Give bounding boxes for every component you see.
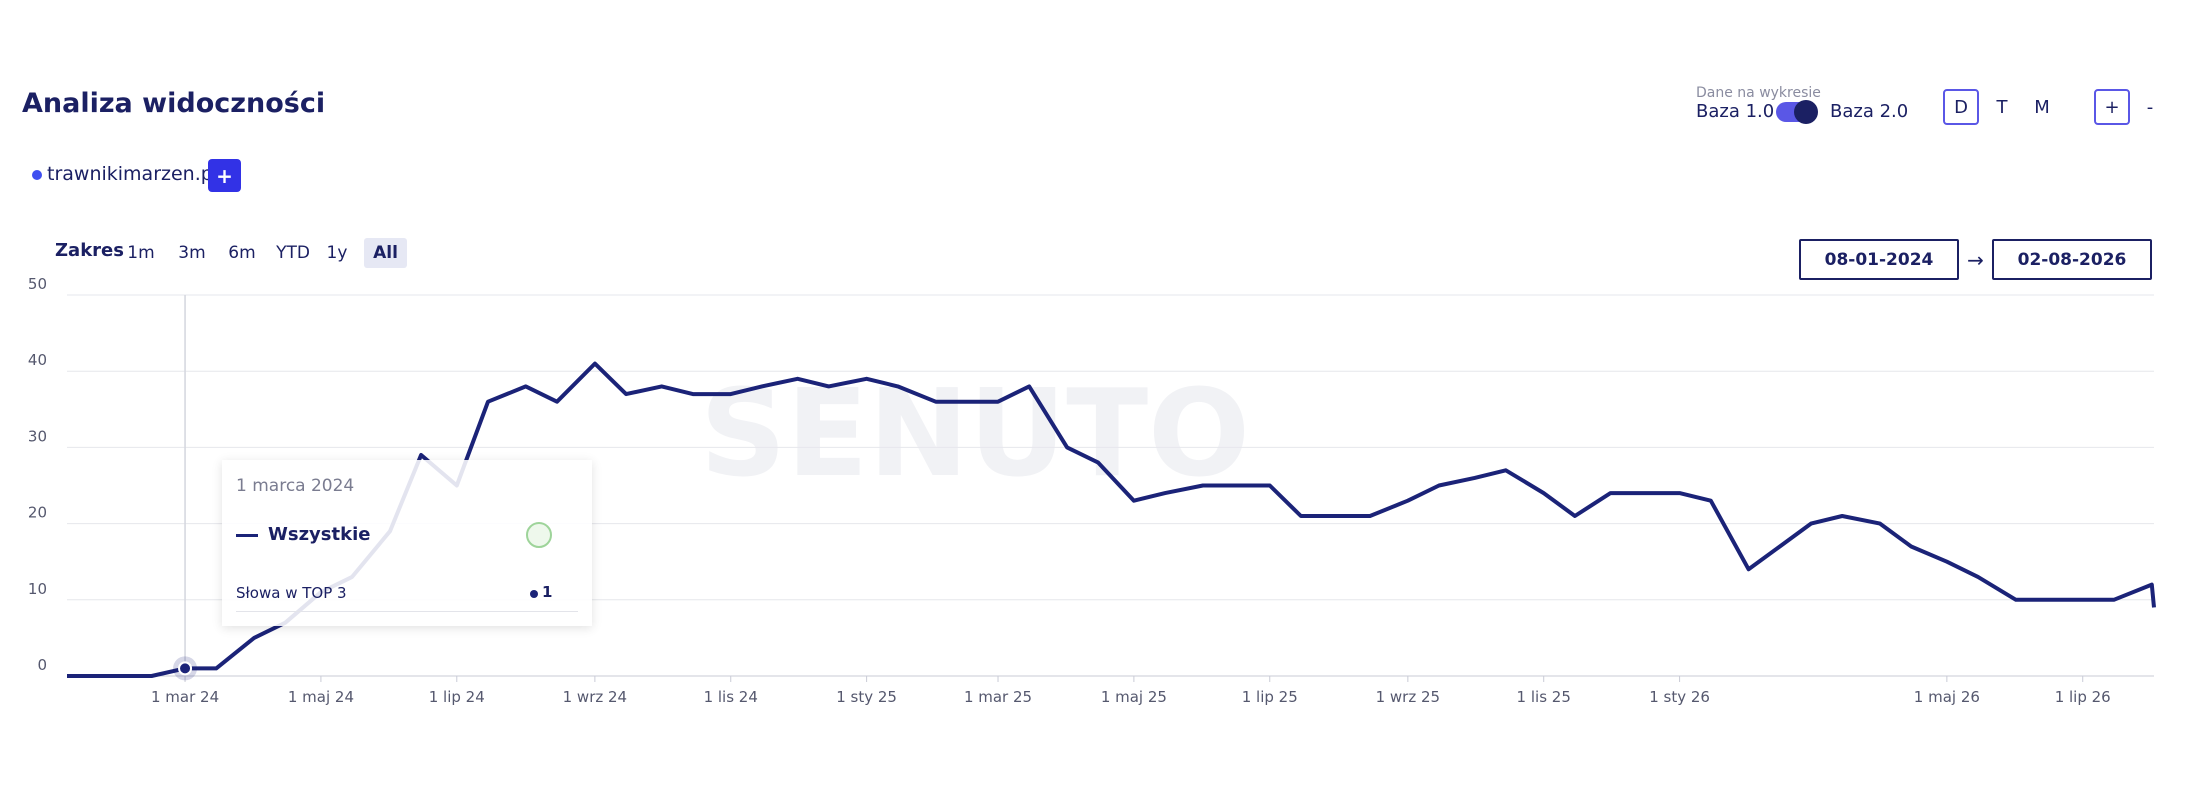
tooltip-value: 1 <box>542 583 553 601</box>
zoom-in[interactable]: + <box>2094 89 2130 125</box>
data-label: Dane na wykresie <box>1696 85 1821 101</box>
base-left[interactable]: Baza 1.0 <box>1696 101 1775 122</box>
x-tick-label: 1 wrz 24 <box>563 688 627 706</box>
range-button[interactable]: 6m <box>228 243 256 263</box>
x-tick-label: 1 lis 24 <box>704 688 758 706</box>
y-tick-label: 40 <box>28 351 47 369</box>
range-button[interactable]: 3m <box>178 243 206 263</box>
page-title: Analiza widoczności <box>22 88 326 119</box>
y-tick-label: 50 <box>28 275 47 293</box>
toggle[interactable] <box>1776 100 1818 124</box>
granularity-button[interactable]: T <box>1996 96 2008 118</box>
x-tick-label: 1 maj 25 <box>1101 688 1167 706</box>
date-arrow: → <box>1967 247 1984 272</box>
watermark: SENUTO <box>700 365 1250 504</box>
tooltip: 1 marca 2024 Wszystkie Słowa w TOP 3 1 <box>222 460 592 626</box>
tooltip-date: 1 marca 2024 <box>236 476 355 496</box>
x-tick-label: 1 maj 26 <box>1914 688 1980 706</box>
x-tick-label: 1 mar 25 <box>964 688 1032 706</box>
date-from[interactable]: 08-01-2024 <box>1799 239 1959 280</box>
range-button[interactable]: 1y <box>326 243 348 263</box>
domain-dot <box>32 170 42 180</box>
x-tick-label: 1 lip 25 <box>1242 688 1298 706</box>
y-tick-label: 30 <box>28 427 47 445</box>
x-tick-label: 1 wrz 25 <box>1376 688 1440 706</box>
x-tick-label: 1 sty 25 <box>836 688 897 706</box>
x-tick-label: 1 maj 24 <box>288 688 354 706</box>
x-tick-label: 1 lip 26 <box>2055 688 2111 706</box>
y-tick-label: 10 <box>28 580 47 598</box>
range-button[interactable]: All <box>364 238 407 268</box>
range-label: Zakres <box>55 240 124 261</box>
base-right[interactable]: Baza 2.0 <box>1830 101 1909 122</box>
y-tick-label: 20 <box>28 504 47 522</box>
tooltip-dot <box>530 590 538 598</box>
tooltip-rule <box>236 611 578 612</box>
y-tick-label: 0 <box>37 656 47 674</box>
range-button[interactable]: YTD <box>276 243 310 263</box>
granularity-button[interactable]: D <box>1943 89 1979 125</box>
x-tick-label: 1 mar 24 <box>151 688 219 706</box>
date-to[interactable]: 02-08-2026 <box>1992 239 2152 280</box>
add-domain[interactable]: + <box>208 159 241 192</box>
zoom-out[interactable]: - <box>2146 96 2154 118</box>
x-tick-label: 1 lis 25 <box>1517 688 1571 706</box>
hover-point <box>178 661 193 676</box>
x-tick-label: 1 sty 26 <box>1649 688 1710 706</box>
tooltip-series: Wszystkie <box>268 524 371 545</box>
tooltip-metric: Słowa w TOP 3 <box>236 584 347 602</box>
tooltip-line-key <box>236 534 258 537</box>
x-tick-label: 1 lip 24 <box>429 688 485 706</box>
range-button[interactable]: 1m <box>127 243 155 263</box>
granularity-button[interactable]: M <box>2034 96 2050 118</box>
domain-chip[interactable]: trawnikimarzen.pl <box>47 163 219 185</box>
site-icon <box>526 522 552 548</box>
